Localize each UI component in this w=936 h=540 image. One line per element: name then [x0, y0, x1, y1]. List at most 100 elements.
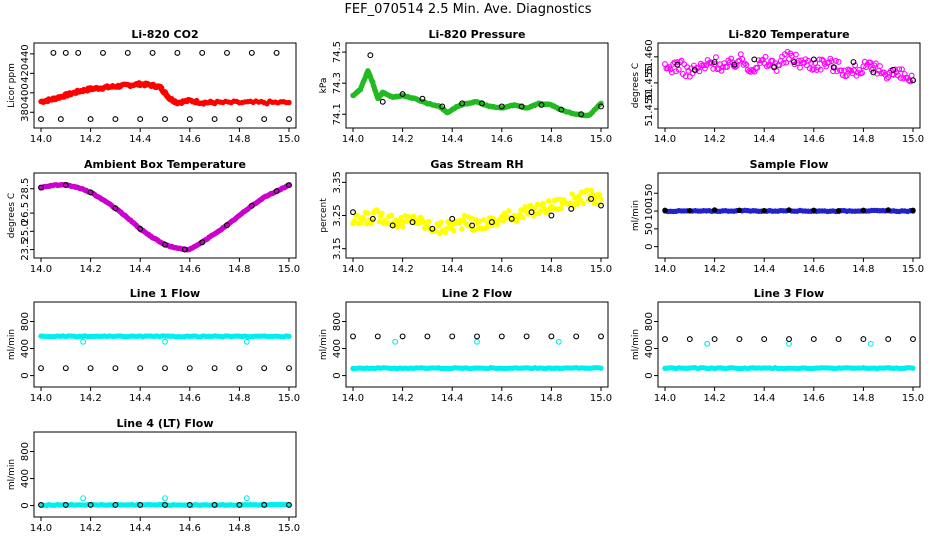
plot-panel-7: Line 2 Flow 14.0 14.2 14.4 14.6 14.8 15.0 0 400 8… — [319, 287, 612, 404]
data-point — [577, 197, 584, 203]
data-point — [751, 68, 758, 75]
data-point — [351, 218, 358, 224]
data-point — [761, 336, 768, 343]
x-tick-label: 14.6 — [803, 393, 825, 404]
data-point — [736, 207, 743, 214]
data-point — [896, 66, 903, 73]
x-tick-label: 14.8 — [852, 393, 874, 404]
x-tick-label: 14.4 — [753, 393, 775, 404]
data-point — [236, 365, 243, 372]
data-point — [736, 336, 743, 343]
data-point — [392, 338, 399, 345]
data-point — [797, 64, 803, 71]
data-point — [548, 333, 555, 340]
data-point — [409, 219, 416, 226]
data-point — [588, 195, 595, 202]
data-point — [662, 207, 668, 214]
data-point — [62, 365, 69, 372]
data-point — [243, 495, 250, 502]
y-tick-label: 51.450 — [644, 91, 655, 126]
data-point — [832, 57, 839, 64]
data-point — [910, 365, 916, 371]
data-point — [823, 63, 830, 70]
y-tick-label: 400 — [332, 339, 343, 358]
data-point — [236, 116, 243, 123]
data-point — [186, 116, 193, 123]
plot-title: Gas Stream RH — [430, 158, 523, 171]
data-point — [910, 207, 916, 214]
x-tick-label: 15.0 — [278, 393, 300, 404]
y-tick-label: 28.5 — [20, 178, 31, 200]
data-point — [728, 55, 735, 62]
data-point — [439, 103, 446, 110]
x-tick-label: 14.2 — [703, 393, 725, 404]
x-tick-label: 14.8 — [228, 393, 250, 404]
data-point — [737, 51, 744, 58]
x-tick-label: 14.2 — [79, 523, 101, 534]
series-outliers — [704, 340, 874, 347]
data-point — [811, 207, 817, 214]
data-point — [792, 51, 799, 58]
data-point — [87, 189, 94, 196]
data-point — [580, 200, 586, 207]
x-tick-label: 15.0 — [902, 134, 924, 145]
data-point — [62, 49, 69, 56]
data-point — [538, 101, 545, 108]
x-tick-label: 14.8 — [852, 134, 874, 145]
x-tick-label: 14.2 — [391, 393, 413, 404]
series-sample — [38, 182, 292, 253]
data-point — [410, 213, 417, 219]
y-tick-label: 23.5 — [20, 238, 31, 260]
x-tick-label: 14.6 — [179, 134, 201, 145]
data-point — [897, 74, 904, 81]
data-point — [905, 77, 912, 84]
data-point — [286, 501, 292, 508]
data-point — [890, 66, 897, 73]
data-point — [664, 65, 671, 72]
data-point — [667, 66, 674, 73]
data-point — [828, 58, 835, 64]
data-point — [786, 207, 792, 213]
data-point — [494, 221, 501, 228]
data-point — [810, 56, 817, 63]
data-point — [505, 208, 512, 214]
plot-title: Sample Flow — [750, 158, 829, 171]
data-point — [399, 91, 406, 97]
data-point — [783, 59, 790, 66]
data-point — [211, 365, 218, 372]
data-point — [474, 338, 480, 345]
x-tick-label: 14.6 — [491, 134, 513, 145]
plot-panel-1: Li-820 Pressure 14.0 14.2 14.4 14.6 14.8 15.0 7… — [319, 28, 612, 145]
y-tick-label: 800 — [644, 312, 655, 331]
data-point — [808, 60, 814, 66]
series-outliers — [392, 338, 562, 345]
data-point — [273, 188, 280, 195]
data-point — [859, 69, 865, 76]
plot-frame — [345, 42, 609, 129]
plot-panel-5: Sample Flow 14.0 14.2 14.4 14.6 14.8 15.0 0 5010… — [631, 158, 924, 275]
data-point — [162, 116, 168, 123]
data-point — [389, 222, 396, 229]
data-point — [112, 205, 119, 212]
y-axis-label: ml/min — [631, 329, 641, 360]
data-point — [704, 340, 711, 347]
data-point — [374, 333, 381, 340]
data-point — [870, 69, 877, 76]
data-point — [573, 333, 580, 340]
data-point — [137, 365, 144, 372]
x-tick-label: 14.4 — [441, 393, 463, 404]
x-tick-label: 15.0 — [278, 134, 300, 145]
y-tick-label: 74.5 — [332, 41, 343, 63]
data-point — [852, 62, 859, 69]
x-tick-label: 14.8 — [228, 134, 250, 145]
data-point — [261, 365, 268, 372]
plot-frame — [33, 42, 297, 129]
x-tick-label: 14.6 — [491, 393, 513, 404]
data-point — [286, 99, 292, 106]
data-point — [572, 195, 578, 201]
y-tick-label: 0 — [20, 502, 31, 508]
x-tick-label: 14.6 — [179, 393, 201, 404]
data-point — [174, 49, 181, 56]
data-point — [780, 59, 787, 66]
